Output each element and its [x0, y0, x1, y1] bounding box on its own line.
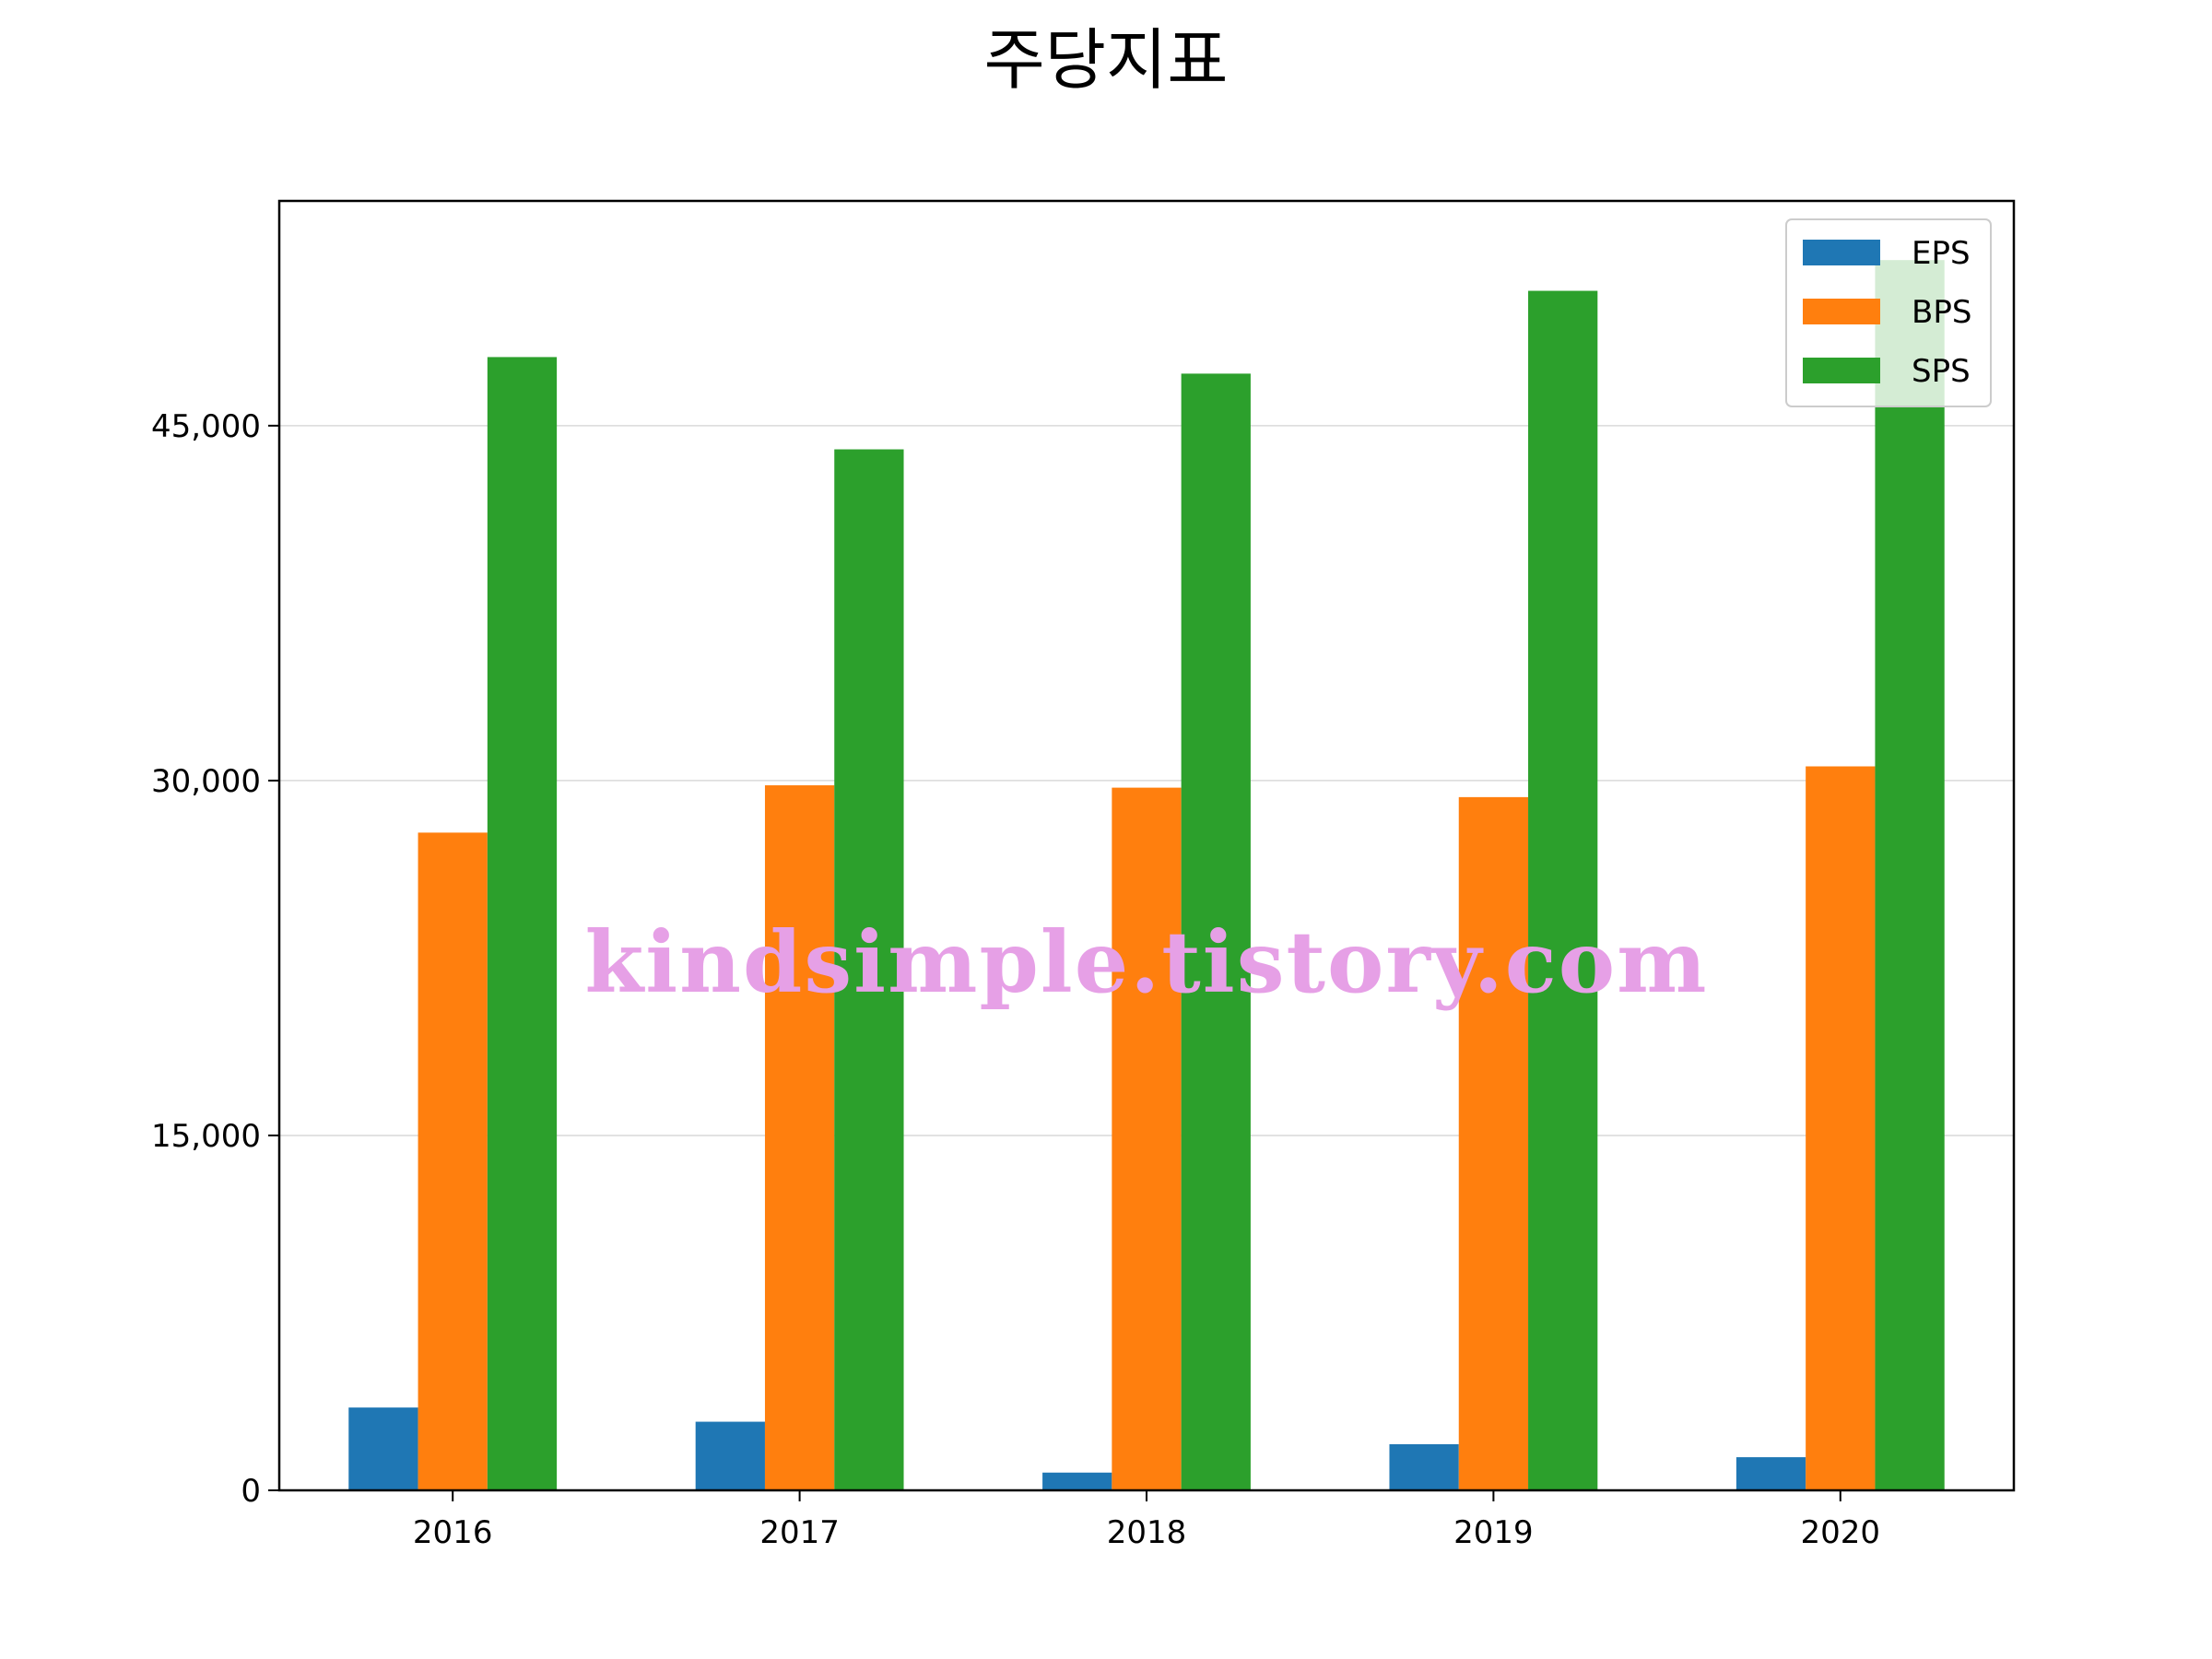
bar-eps-2020	[1735, 1457, 1806, 1490]
x-tick-label: 2019	[1453, 1514, 1534, 1551]
x-tick-label: 2020	[1801, 1514, 1881, 1551]
y-tick-label: 15,000	[151, 1118, 261, 1155]
bar-bps-2020	[1806, 766, 1876, 1490]
bar-sps-2018	[1181, 373, 1251, 1491]
legend: EPS BPS SPS	[1785, 218, 1992, 407]
legend-swatch-eps	[1803, 240, 1880, 265]
watermark: kindsimple.tistory.com	[584, 912, 1708, 1012]
legend-swatch-sps	[1803, 358, 1880, 383]
axes: 0 15,000 30,000 45,000 2016 2017 2018 2019 2020	[151, 199, 2016, 1551]
y-tick-label: 0	[241, 1473, 261, 1510]
x-tick-label: 2017	[759, 1514, 840, 1551]
chart-title: 주당지표	[984, 21, 1229, 99]
legend-label-bps: BPS	[1912, 294, 1971, 331]
bars	[348, 260, 1945, 1491]
bar-sps-2020	[1875, 260, 1945, 1490]
legend-label-sps: SPS	[1912, 353, 1971, 390]
bar-eps-2017	[695, 1421, 765, 1490]
y-tick-label: 30,000	[151, 763, 261, 800]
bar-eps-2019	[1389, 1443, 1459, 1490]
legend-swatch-bps	[1803, 299, 1880, 324]
x-tick-label: 2018	[1107, 1514, 1187, 1551]
legend-label-eps: EPS	[1912, 235, 1971, 272]
bar-bps-2019	[1458, 796, 1529, 1490]
bar-eps-2018	[1042, 1472, 1112, 1490]
bar-bps-2017	[764, 785, 835, 1490]
watermark-text: kindsimple.tistory.com	[584, 912, 1708, 1012]
y-tick-label: 45,000	[151, 408, 261, 445]
x-tick-label: 2016	[413, 1514, 493, 1551]
bar-sps-2017	[834, 449, 904, 1490]
bar-bps-2018	[1112, 787, 1182, 1490]
bar-eps-2016	[348, 1407, 418, 1490]
bar-sps-2016	[487, 357, 558, 1491]
bar-bps-2016	[418, 832, 488, 1490]
bar-sps-2019	[1528, 290, 1598, 1491]
